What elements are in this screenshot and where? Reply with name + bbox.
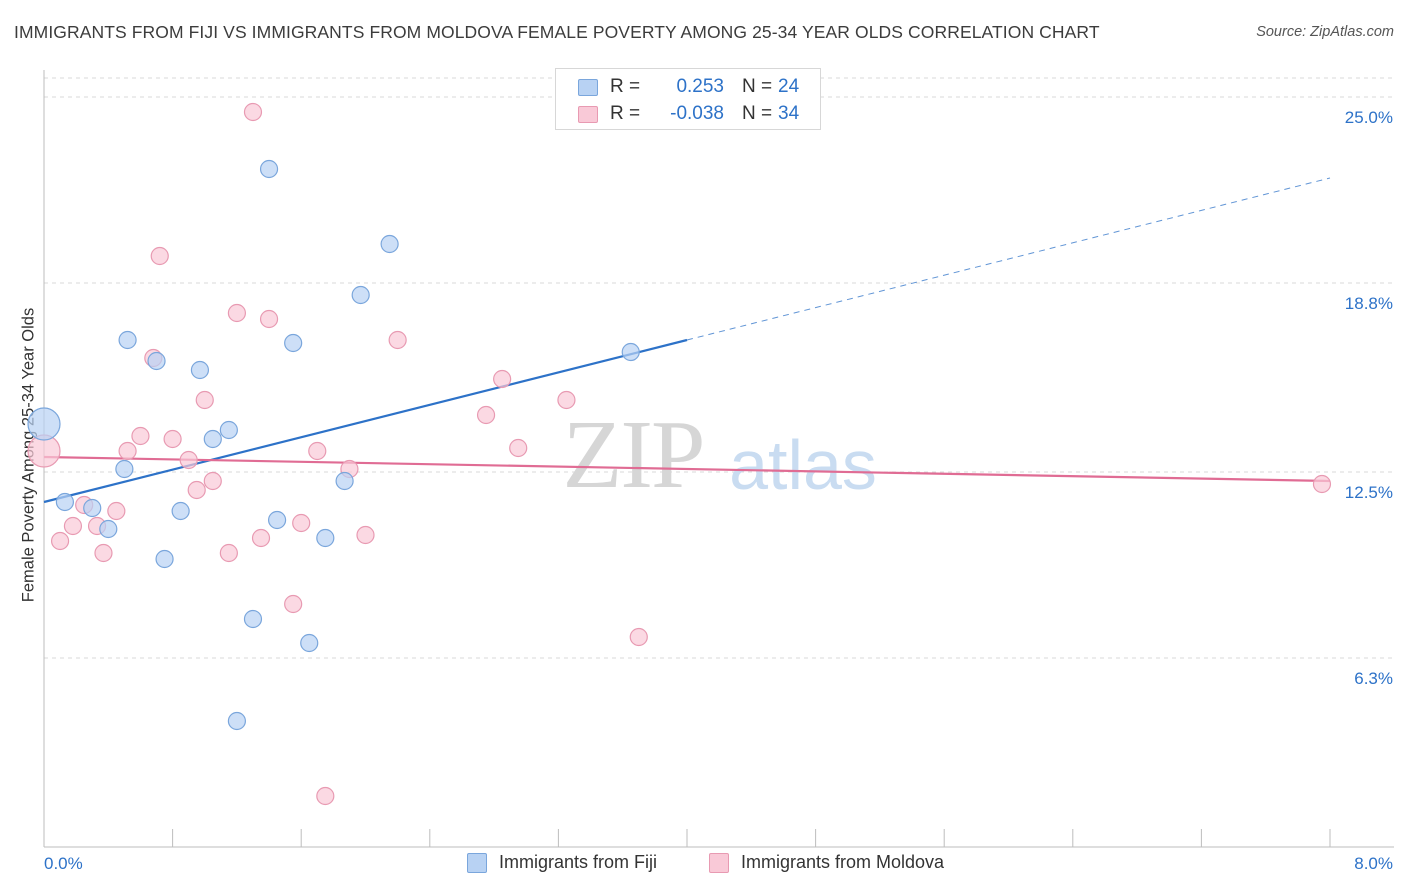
fiji-legend-label: Immigrants from Fiji [499, 852, 658, 872]
moldova-point [94, 543, 113, 563]
moldova-point [243, 102, 263, 122]
legend-item-fiji: Immigrants from Fiji [467, 852, 657, 873]
fiji-point [335, 471, 354, 491]
fiji-point [316, 528, 335, 548]
fiji-n-label: N = [742, 76, 773, 97]
fiji-point [300, 633, 319, 653]
moldova-swatch-icon [578, 105, 598, 123]
moldova-point [509, 438, 528, 458]
fiji-point [27, 407, 61, 441]
y-tick-label: 12.5% [1345, 483, 1393, 502]
moldova-point [195, 390, 214, 410]
moldova-n-label: N = [742, 103, 773, 124]
y-tick-label: 25.0% [1345, 108, 1393, 127]
watermark: ZIP atlas [563, 401, 877, 509]
moldova-point [629, 627, 648, 647]
moldova-point [163, 429, 182, 449]
data-points [27, 102, 1332, 806]
tick-labels: 6.3% 12.5% 18.8% 25.0% 0.0% 8.0% [44, 108, 1393, 873]
x-tick-label: 0.0% [44, 854, 83, 873]
y-tick-label: 18.8% [1345, 294, 1393, 313]
fiji-point [351, 285, 370, 305]
moldova-point [493, 369, 512, 389]
fiji-point [99, 519, 118, 539]
moldova-point [131, 426, 150, 446]
moldova-r-label: R = [610, 103, 641, 124]
moldova-point [308, 441, 327, 461]
fiji-trend-line [43, 338, 688, 504]
moldova-point [63, 516, 83, 536]
moldova-point [118, 441, 137, 461]
source-note: Source: ZipAtlas.com [1256, 24, 1394, 40]
moldova-point [50, 531, 70, 551]
fiji-n-value: 24 [778, 76, 800, 97]
fiji-point [267, 510, 287, 530]
trend-lines [43, 177, 1331, 504]
moldova-legend-label: Immigrants from Moldova [741, 852, 945, 872]
watermark-zip: ZIP [563, 401, 704, 509]
moldova-point [557, 390, 576, 410]
legend-row-fiji: R = 0.253 N = 24 [578, 75, 799, 99]
fiji-r-label: R = [610, 76, 641, 97]
moldova-point [187, 480, 206, 500]
fiji-point [243, 609, 263, 629]
x-tick-label: 8.0% [1354, 854, 1393, 873]
chart-title: IMMIGRANTS FROM FIJI VS IMMIGRANTS FROM … [14, 22, 1100, 42]
y-tick-label: 6.3% [1354, 669, 1393, 688]
fiji-point [227, 711, 246, 731]
fiji-point [380, 234, 399, 254]
fiji-point [171, 501, 190, 521]
fiji-point [284, 333, 303, 353]
moldova-point [1312, 474, 1332, 494]
moldova-point [356, 525, 375, 545]
fiji-point [118, 330, 137, 350]
fiji-point [190, 360, 210, 380]
moldova-n-value: 34 [778, 103, 800, 124]
fiji-point [203, 429, 222, 449]
moldova-point [179, 450, 198, 470]
fiji-r-value: 0.253 [676, 76, 724, 97]
fiji-point [219, 420, 238, 440]
moldova-point [203, 471, 222, 491]
watermark-atlas: atlas [729, 426, 877, 504]
correlation-legend: R = 0.253 N = 24 R = -0.038 N = 34 [555, 68, 821, 130]
fiji-swatch-icon [578, 78, 598, 96]
legend-row-moldova: R = -0.038 N = 34 [578, 102, 799, 126]
moldova-point [476, 405, 496, 425]
fiji-point [155, 549, 174, 569]
grid-lines [44, 77, 1394, 659]
moldova-point [292, 513, 311, 533]
fiji-point [259, 159, 279, 179]
series-legend: Immigrants from Fiji Immigrants from Mol… [0, 852, 1406, 876]
moldova-point [259, 309, 279, 329]
fiji-point [621, 342, 640, 362]
moldova-trend-line [43, 455, 1331, 483]
moldova-point [219, 543, 238, 563]
fiji-point [55, 492, 74, 512]
axes [43, 70, 1394, 848]
moldova-point [388, 330, 407, 350]
moldova-point [316, 786, 335, 806]
fiji-point [83, 498, 102, 518]
fiji-trend-extension [686, 177, 1331, 341]
moldova-point [107, 501, 126, 521]
moldova-point [150, 246, 169, 266]
fiji-point [115, 459, 134, 479]
fiji-point [147, 351, 166, 371]
moldova-point [284, 594, 303, 614]
legend-item-moldova: Immigrants from Moldova [709, 852, 944, 873]
moldova-r-value: -0.038 [670, 103, 724, 124]
moldova-point [251, 528, 271, 548]
fiji-legend-swatch-icon [467, 852, 487, 873]
moldova-legend-swatch-icon [709, 852, 729, 873]
moldova-point [227, 303, 246, 323]
